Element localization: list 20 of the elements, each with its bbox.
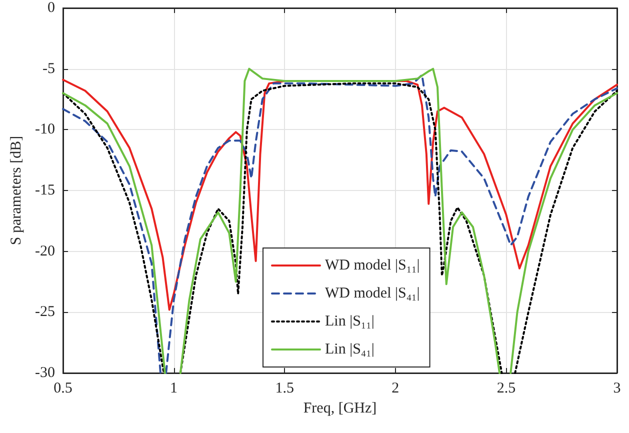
y-tick-label: -20: [35, 243, 55, 260]
legend-label: WD model |S₁₁|: [325, 258, 420, 274]
y-axis-title: S parameters [dB]: [8, 136, 25, 246]
x-tick-label: 0.5: [54, 380, 72, 396]
y-tick-label: -30: [35, 365, 55, 381]
x-tick-label: 3: [613, 380, 621, 396]
y-tick-label: -25: [35, 304, 55, 320]
legend-label: WD model |S₄₁|: [325, 286, 420, 302]
y-tick-label: -10: [35, 122, 55, 138]
x-tick-label: 2.5: [496, 380, 516, 396]
legend-label: Lin |S₄₁|: [325, 342, 374, 358]
y-tick-label: -5: [42, 60, 55, 77]
y-tick-label: -15: [35, 182, 55, 198]
y-tick-label: 0: [48, 0, 55, 16]
x-tick-label: 2: [392, 380, 400, 396]
line-series: [62, 78, 618, 311]
x-axis-title: Freq, [GHz]: [303, 400, 377, 416]
x-tick-label: 1.5: [275, 380, 294, 396]
legend-label: Lin |S₁₁|: [325, 314, 374, 330]
x-tick-label: 1: [170, 380, 178, 396]
